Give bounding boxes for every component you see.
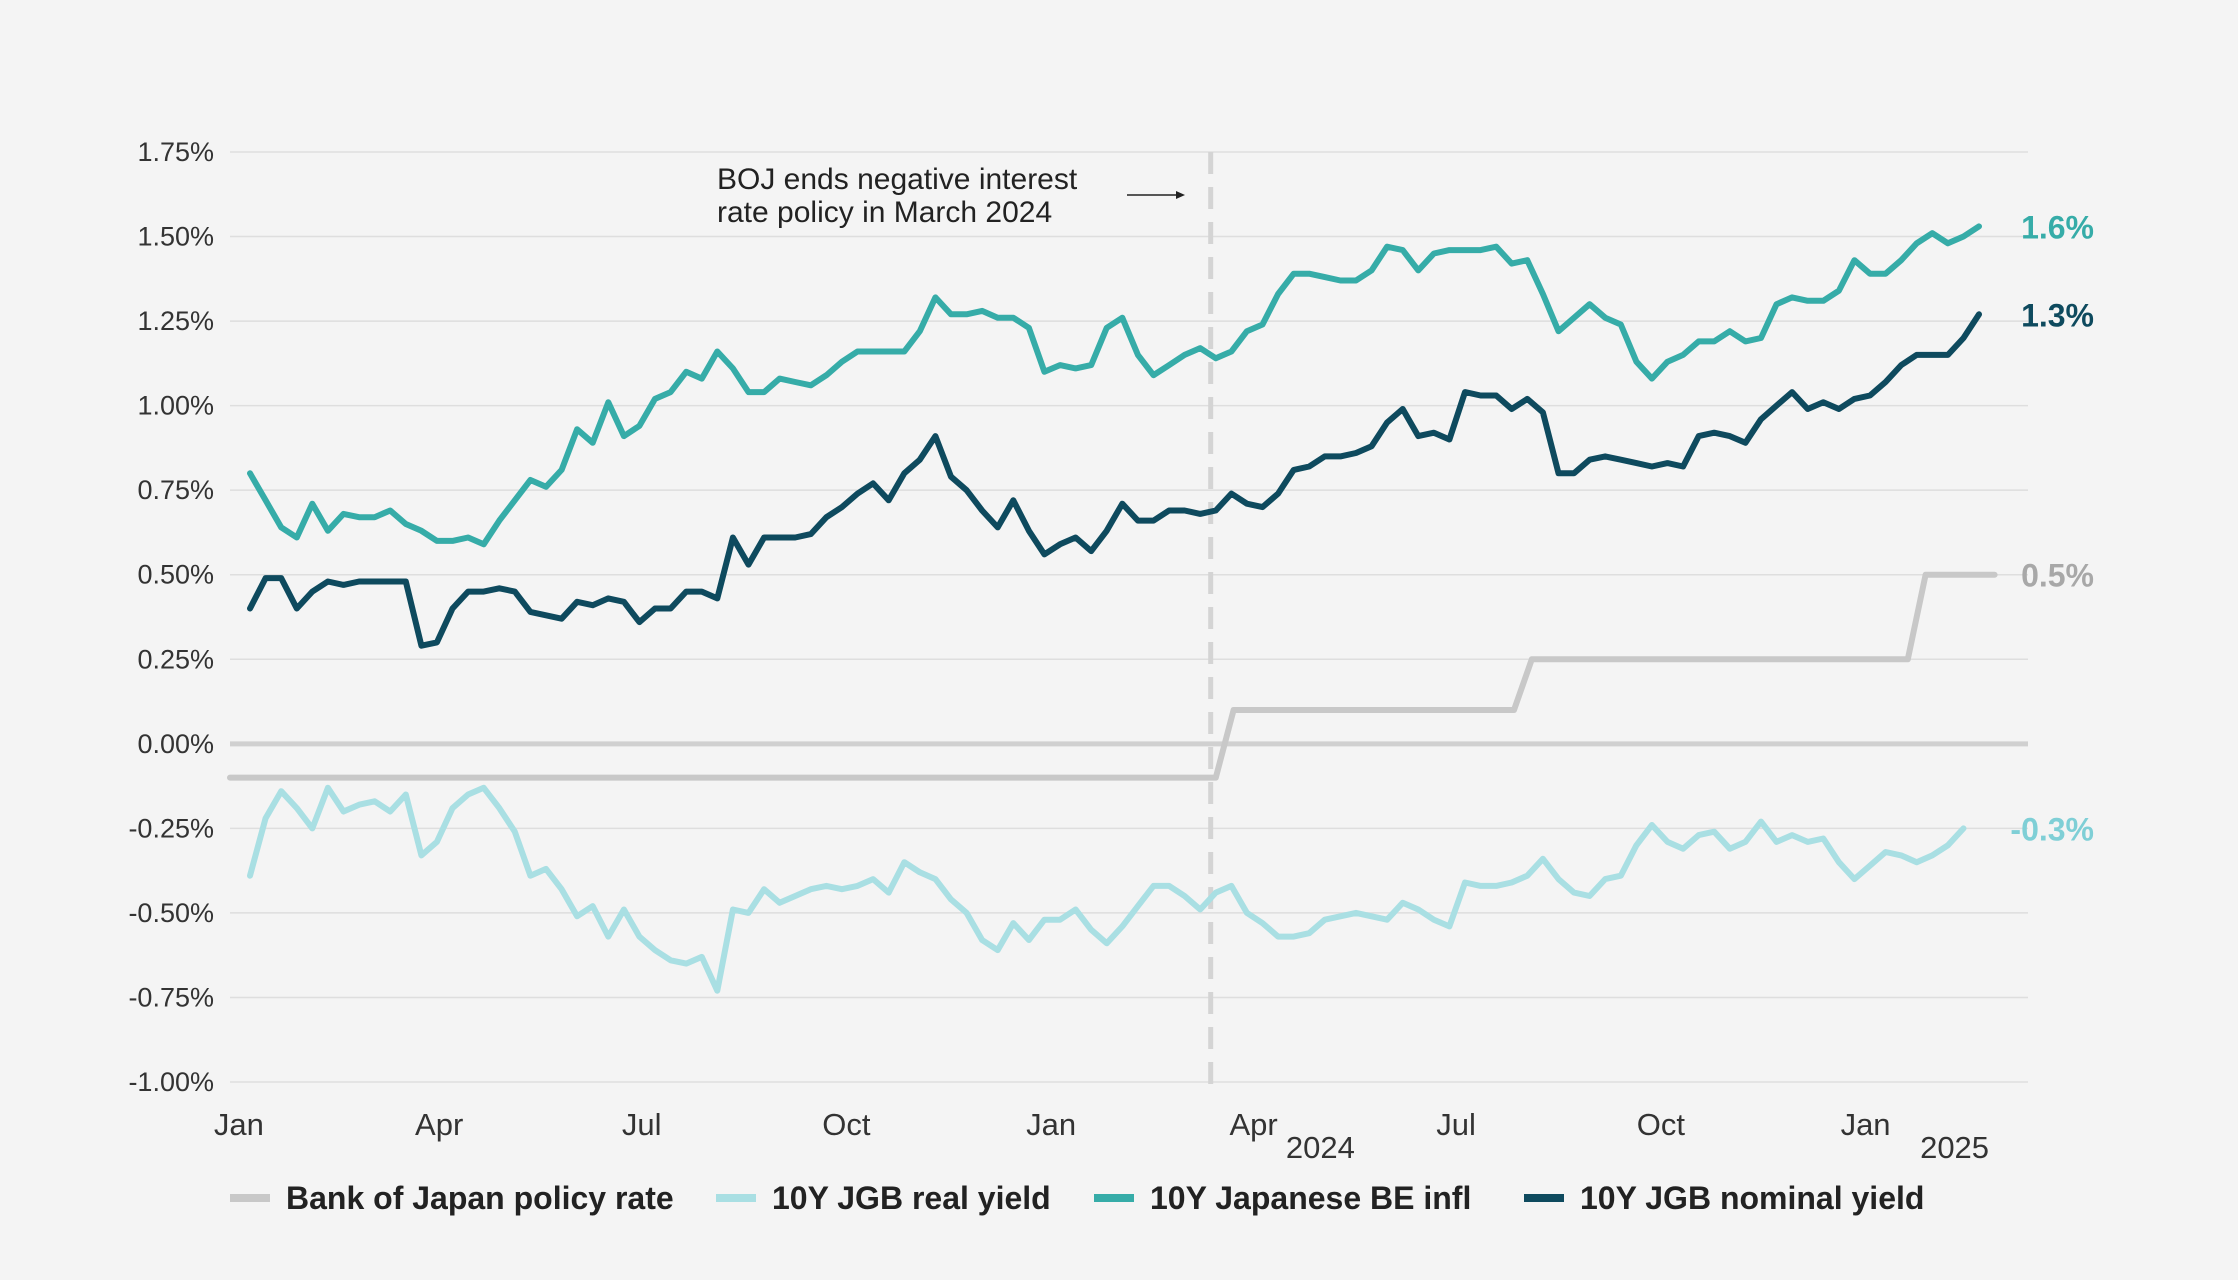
x-tick-label: Apr — [1229, 1107, 1277, 1142]
y-tick-label: 0.75% — [137, 475, 214, 505]
y-tick-label: -0.25% — [128, 813, 214, 843]
y-tick-label: 1.25% — [137, 306, 214, 336]
legend-item: Bank of Japan policy rate — [230, 1180, 674, 1216]
grid — [230, 151, 2028, 1083]
x-axis: Jan Apr Jul Oct Jan Apr Jul Oct Jan 2024 2025 — [214, 1107, 1989, 1165]
end-labels: 0.5% -0.3% 1.6% 1.3% — [2010, 209, 2094, 847]
legend-item: 10Y JGB nominal yield — [1524, 1180, 1924, 1216]
legend-item: 10Y Japanese BE infl — [1094, 1180, 1471, 1216]
legend-label: 10Y JGB real yield — [772, 1180, 1051, 1216]
end-label-bank-of-japan-policy-rate: 0.5% — [2021, 558, 2094, 594]
series-line-bank-of-japan-policy-rate — [227, 571, 1998, 781]
x-tick-label: Jul — [1436, 1107, 1476, 1142]
annotation-arrow-head — [1176, 191, 1185, 199]
x-tick-label: Apr — [415, 1107, 463, 1142]
x-year-label: 2024 — [1286, 1130, 1355, 1165]
series-line-10y-japanese-be-infl — [247, 223, 1982, 548]
legend-label: 10Y Japanese BE infl — [1150, 1180, 1471, 1216]
y-tick-label: 1.00% — [137, 391, 214, 421]
annotation-text: BOJ ends negative interest — [717, 163, 1078, 196]
y-tick-label: 0.25% — [137, 644, 214, 674]
series-line-10y-jgb-nominal-yield — [247, 311, 1982, 649]
y-tick-label: 1.75% — [137, 137, 214, 167]
y-tick-label: -0.75% — [128, 982, 214, 1012]
y-tick-label: 0.00% — [137, 729, 214, 759]
x-tick-label: Oct — [822, 1107, 871, 1142]
end-label-10y-japanese-be-infl: 1.6% — [2021, 209, 2094, 245]
x-tick-label: Jan — [1026, 1107, 1076, 1142]
end-label-10y-jgb-real-yield: -0.3% — [2010, 811, 2094, 847]
legend-item: 10Y JGB real yield — [716, 1180, 1051, 1216]
legend-label: 10Y JGB nominal yield — [1580, 1180, 1924, 1216]
y-tick-label: 0.50% — [137, 560, 214, 590]
x-year-label: 2025 — [1920, 1130, 1989, 1165]
legend-label: Bank of Japan policy rate — [286, 1180, 674, 1216]
series-line-10y-jgb-real-yield — [247, 784, 1967, 994]
series-lines — [227, 223, 1998, 994]
legend: Bank of Japan policy rate 10Y JGB real yi… — [230, 1180, 1924, 1216]
x-tick-label: Jul — [622, 1107, 662, 1142]
y-tick-label: -1.00% — [128, 1067, 214, 1097]
y-tick-label: -0.50% — [128, 898, 214, 928]
x-tick-label: Oct — [1637, 1107, 1686, 1142]
annotation-text: rate policy in March 2024 — [717, 196, 1052, 229]
y-axis: -1.00% -0.75% -0.50% -0.25% 0.00% 0.25% 0.50% 0… — [128, 137, 214, 1097]
x-tick-label: Jan — [1841, 1107, 1891, 1142]
y-tick-label: 1.50% — [137, 222, 214, 252]
end-label-10y-jgb-nominal-yield: 1.3% — [2021, 297, 2094, 333]
x-tick-label: Jan — [214, 1107, 264, 1142]
